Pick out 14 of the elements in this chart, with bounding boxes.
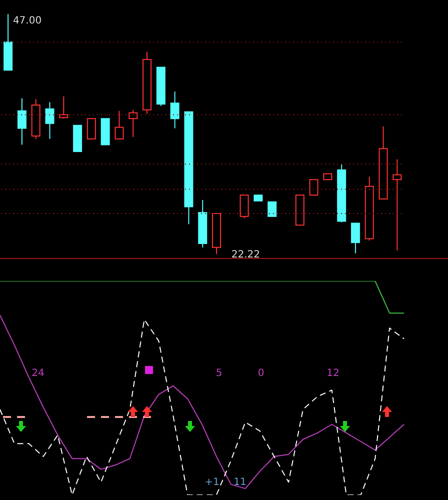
candlestick xyxy=(198,199,208,248)
candlestick xyxy=(17,98,26,146)
annotation: 22.22 xyxy=(231,250,260,261)
candlestick xyxy=(392,158,402,251)
annotation: +1 xyxy=(204,477,220,488)
candlestick xyxy=(45,102,54,140)
candlestick xyxy=(170,90,180,129)
annotation: 12 xyxy=(326,368,340,379)
annotation: 24 xyxy=(32,368,44,379)
annotation: 5 xyxy=(216,368,222,379)
annotation: 47.00 xyxy=(12,16,42,27)
candlestick xyxy=(142,51,152,114)
annotation: 11 xyxy=(234,477,246,488)
annotation: 0 xyxy=(258,368,264,379)
